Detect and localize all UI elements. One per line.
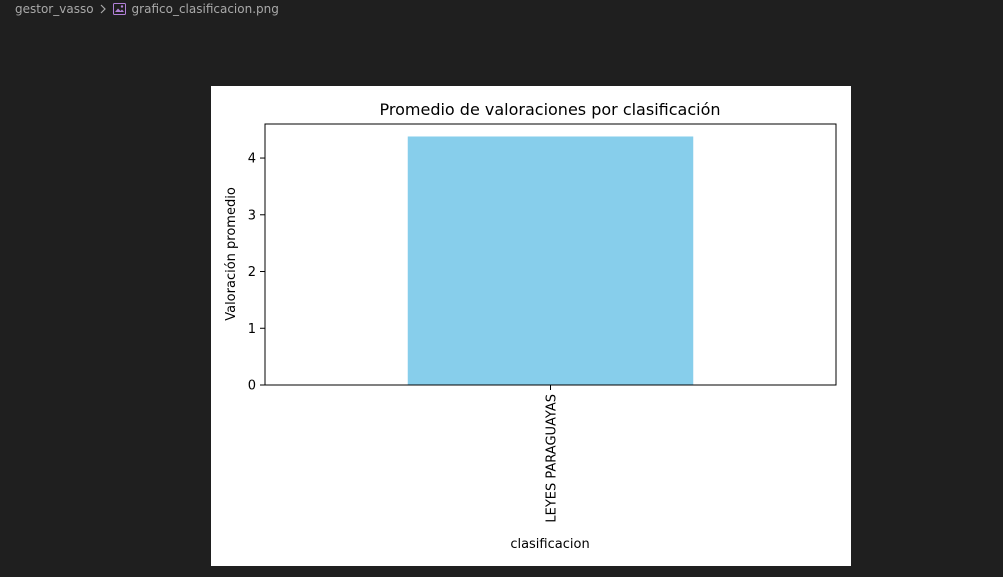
x-tick-label: LEYES PARAGUAYAS <box>545 394 560 523</box>
chart-title: Promedio de valoraciones por clasificaci… <box>380 100 721 119</box>
y-tick-label: 3 <box>248 208 256 223</box>
x-axis-label: clasificacion <box>510 537 589 552</box>
breadcrumb-folder[interactable]: gestor_vasso <box>15 2 94 16</box>
y-tick-label: 0 <box>248 379 256 394</box>
y-tick-label: 4 <box>248 152 256 167</box>
plot-area-frame <box>264 123 837 386</box>
bar <box>407 136 694 385</box>
image-preview: Promedio de valoraciones por clasificaci… <box>211 86 851 566</box>
y-axis-label: Valoración promedio <box>224 187 239 321</box>
chevron-right-icon <box>96 2 110 16</box>
image-file-icon <box>113 2 127 16</box>
breadcrumb-file[interactable]: grafico_clasificacion.png <box>131 2 279 16</box>
breadcrumb: gestor_vasso grafico_clasificacion.png <box>15 0 279 18</box>
bar-chart: Promedio de valoraciones por clasificaci… <box>224 100 837 552</box>
y-tick-label: 1 <box>248 322 256 337</box>
y-tick-label: 2 <box>248 265 256 280</box>
